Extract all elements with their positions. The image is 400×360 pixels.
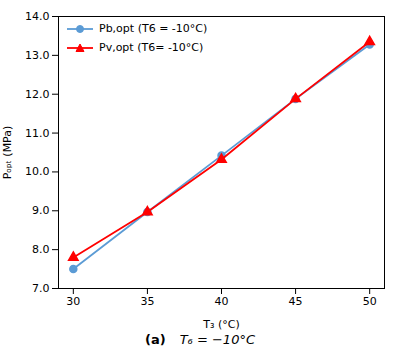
- html-text:Pv,opt (T6= -10°C): Pv,opt (T6= -10°C): [99, 41, 204, 55]
- svg-text:45: 45: [289, 295, 303, 308]
- svg-text:10.0: 10.0: [25, 165, 50, 178]
- svg-text:11.0: 11.0: [25, 127, 50, 140]
- svg-text:30: 30: [66, 295, 80, 308]
- svg-text:40: 40: [215, 295, 229, 308]
- svg-text:7.0: 7.0: [32, 282, 50, 295]
- svg-text:12.0: 12.0: [25, 88, 50, 101]
- svg-text:13.0: 13.0: [25, 49, 50, 62]
- html-text:Pb,opt (T6 = -10°C): Pb,opt (T6 = -10°C): [99, 22, 208, 35]
- svg-text:T₃ (°C): T₃ (°C): [202, 318, 239, 331]
- svg-text:9.0: 9.0: [32, 204, 50, 217]
- svg-text:8.0: 8.0: [32, 243, 50, 256]
- html-text:(a): (a): [145, 332, 166, 347]
- svg-text:14.0: 14.0: [25, 10, 50, 23]
- html-text:T₆ = −10°C: T₆ = −10°C: [179, 332, 255, 347]
- svg-text:35: 35: [140, 295, 154, 308]
- svg-text:Pₒₚₜ (MPa): Pₒₚₜ (MPa): [1, 126, 14, 180]
- svg-text:50: 50: [363, 295, 377, 308]
